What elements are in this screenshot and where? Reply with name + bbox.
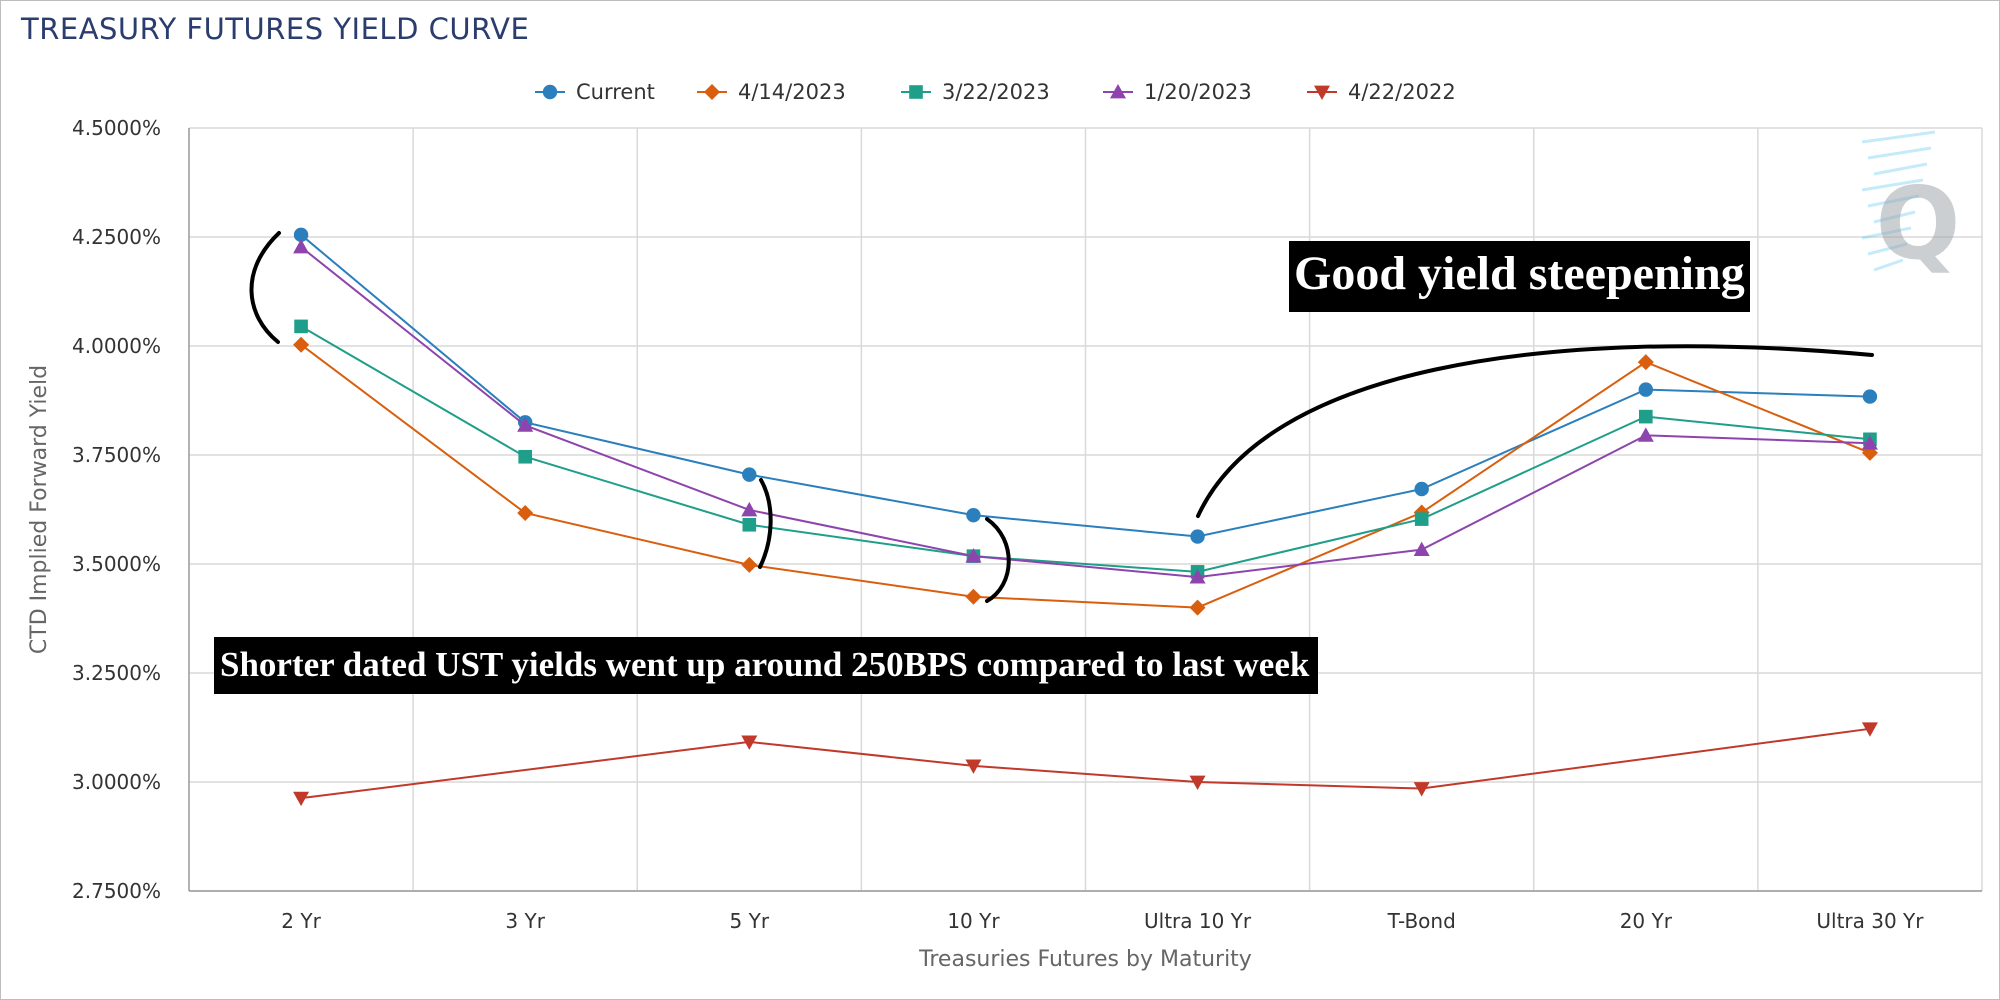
data-point — [293, 227, 309, 243]
watermark-stripe — [1873, 210, 1916, 224]
series-line — [300, 234, 1870, 538]
data-point — [1637, 427, 1654, 442]
bracket-2yr — [249, 231, 281, 344]
watermark-stripe — [1873, 258, 1904, 272]
x-tick-label: 2 Yr — [281, 909, 321, 933]
data-point — [517, 417, 534, 432]
y-tick-label: 3.0000% — [72, 770, 161, 794]
watermark-stripe — [1861, 226, 1912, 240]
data-point — [965, 759, 982, 774]
data-point — [1637, 354, 1654, 371]
annotation-brackets — [249, 231, 1874, 603]
legend-label: 1/20/2023 — [1144, 80, 1252, 104]
y-tick-label: 4.2500% — [72, 225, 161, 249]
watermark-logo: Q — [1861, 130, 1961, 282]
legend-item-Current[interactable]: Current — [535, 80, 655, 104]
y-tick-label: 4.0000% — [72, 334, 161, 358]
watermark-stripe — [1873, 162, 1928, 176]
bracket-10yr — [985, 517, 1011, 603]
legend-label: 4/22/2022 — [1348, 80, 1456, 104]
series-line — [300, 246, 1870, 579]
y-tick-label: 3.7500% — [72, 443, 161, 467]
legend-item-4/22/2022[interactable]: 4/22/2022 — [1307, 80, 1456, 104]
legend-label: 4/14/2023 — [738, 80, 846, 104]
legend-label: Current — [576, 80, 655, 104]
data-point — [1189, 599, 1206, 616]
legend-item-1/20/2023[interactable]: 1/20/2023 — [1103, 80, 1252, 104]
arc-steepening — [1196, 344, 1874, 518]
data-point — [741, 501, 758, 517]
data-point — [1862, 389, 1878, 404]
data-point — [909, 85, 923, 99]
data-point — [293, 336, 310, 353]
y-tick-label: 2.7500% — [72, 879, 161, 903]
series-line — [300, 343, 1871, 609]
x-tick-label: 10 Yr — [947, 909, 1000, 933]
data-point — [741, 556, 758, 573]
axes: 2.7500% 3.0000% 3.2500% 3.5000% 3.7500% 4.000… — [72, 116, 1982, 933]
data-point — [742, 517, 757, 532]
series-4/14/2023 — [293, 336, 1878, 616]
data-point — [1189, 569, 1206, 584]
legend-item-4/14/2023[interactable]: 4/14/2023 — [697, 80, 846, 104]
data-point — [1190, 529, 1205, 544]
watermark-stripe — [1861, 130, 1936, 144]
y-axis-title: CTD Implied Forward Yield — [27, 365, 52, 654]
x-tick-label: 5 Yr — [730, 909, 770, 933]
data-point — [741, 735, 758, 750]
y-tick-label: 4.5000% — [72, 116, 161, 140]
data-point — [1189, 775, 1206, 790]
x-tick-label: Ultra 10 Yr — [1144, 909, 1252, 933]
series-1/20/2023 — [293, 239, 1878, 584]
data-point — [294, 319, 308, 334]
data-point — [1638, 382, 1654, 397]
annotation-steepening: Good yield steepening — [1289, 241, 1750, 312]
watermark-stripe — [1867, 146, 1932, 160]
data-point — [1314, 85, 1330, 100]
data-point — [1861, 435, 1878, 450]
data-point — [1414, 481, 1429, 497]
chart-title: TREASURY FUTURES YIELD CURVE — [21, 12, 530, 46]
data-point — [1413, 782, 1430, 797]
data-point — [966, 507, 981, 523]
watermark-stripe — [1867, 242, 1908, 256]
data-point — [1861, 722, 1878, 737]
data-point — [1639, 409, 1653, 424]
data-point — [293, 791, 310, 807]
bracket-5yr — [758, 478, 773, 569]
legend-item-3/22/2023[interactable]: 3/22/2023 — [901, 80, 1050, 104]
y-tick-label: 3.5000% — [72, 552, 161, 576]
data-point — [517, 504, 534, 521]
series-lines — [293, 227, 1878, 807]
annotation-short-dated-yields: Shorter dated UST yields went up around … — [214, 637, 1319, 694]
x-tick-label: 3 Yr — [505, 909, 545, 933]
legend[interactable]: Current 4/14/2023 3/22/2023 1/20/2023 4/22/2… — [535, 80, 1456, 104]
data-point — [704, 84, 720, 100]
data-point — [1413, 541, 1430, 557]
data-point — [1110, 84, 1126, 99]
data-point — [742, 467, 757, 482]
x-tick-label: Ultra 30 Yr — [1816, 909, 1924, 933]
series-4/22/2022 — [293, 722, 1878, 807]
data-point — [542, 84, 558, 100]
watermark-q: Q — [1875, 165, 1960, 282]
data-point — [518, 449, 532, 464]
data-point — [293, 239, 310, 254]
data-point — [965, 588, 982, 605]
watermark-stripe — [1861, 178, 1924, 192]
series-line — [300, 325, 1871, 573]
legend-label: 3/22/2023 — [942, 80, 1050, 104]
x-tick-label: T-Bond — [1387, 909, 1456, 933]
x-tick-label: 20 Yr — [1620, 909, 1673, 933]
series-line — [300, 727, 1871, 800]
data-point — [965, 548, 982, 563]
y-tick-label: 3.2500% — [72, 661, 161, 685]
x-axis-title: Treasuries Futures by Maturity — [918, 947, 1252, 972]
data-point — [1414, 512, 1429, 526]
watermark-stripe — [1867, 194, 1920, 208]
